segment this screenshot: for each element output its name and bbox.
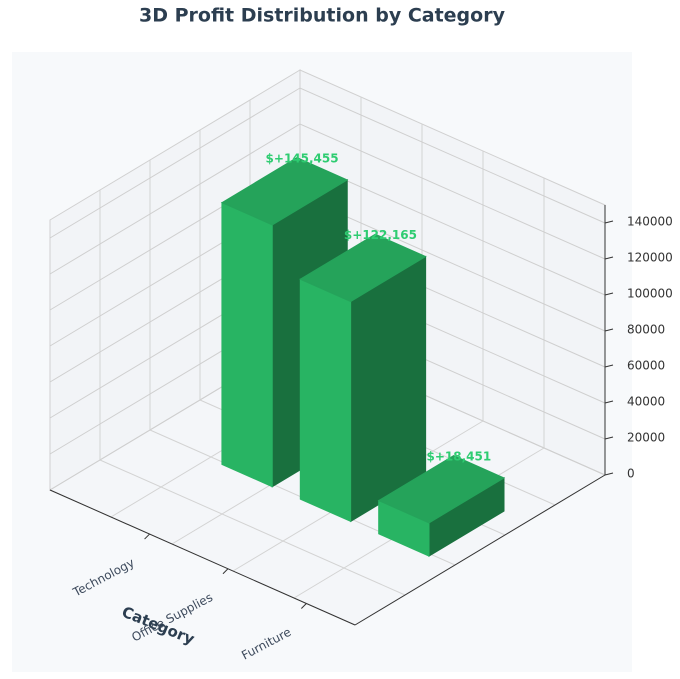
value-label: $+145,455 — [266, 151, 339, 165]
pane-grid — [99, 459, 406, 596]
value-label: $+18,451 — [426, 449, 491, 463]
x-tick — [222, 568, 229, 575]
y-axis — [354, 474, 606, 626]
z-tick — [604, 400, 614, 404]
z-tick — [604, 436, 614, 440]
x-tick — [144, 533, 150, 540]
z-tick — [604, 292, 614, 296]
z-tick-label: 40000 — [627, 395, 665, 409]
bar-top — [220, 157, 349, 226]
z-tick-label: 0 — [627, 467, 635, 481]
bar-front — [299, 278, 352, 523]
z-tick — [604, 220, 614, 224]
z-tick — [604, 328, 614, 332]
z-tick-label: 20000 — [627, 431, 665, 445]
z-tick-label: 100000 — [627, 287, 673, 301]
grid-line — [49, 123, 606, 275]
chart-title: 3D Profit Distribution by Category — [139, 5, 506, 27]
z-tick-label: 120000 — [627, 251, 673, 265]
z-tick-label: 80000 — [627, 323, 665, 337]
z-tick-label: 60000 — [627, 359, 665, 373]
z-tick — [604, 364, 614, 368]
value-label: $+122,165 — [344, 228, 417, 242]
grid-line — [49, 87, 606, 239]
z-tick-label: 140000 — [627, 215, 673, 229]
x-tick — [300, 603, 307, 609]
z-tick — [604, 472, 614, 476]
z-tick — [604, 256, 614, 260]
bar-top — [299, 233, 427, 303]
x-axis — [49, 489, 356, 626]
bar-front — [221, 201, 273, 488]
bar-top — [377, 455, 506, 524]
